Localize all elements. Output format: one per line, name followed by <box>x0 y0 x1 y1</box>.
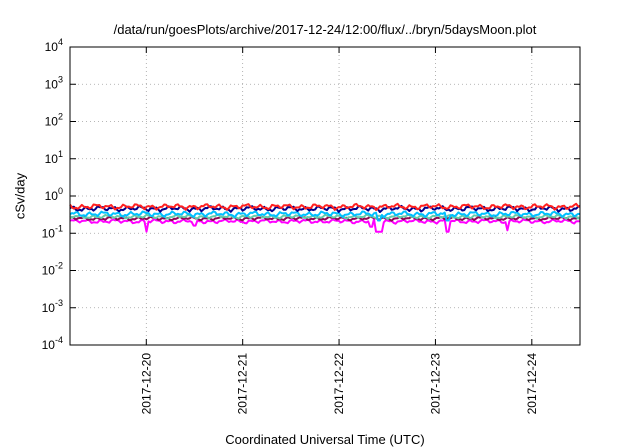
series-line <box>69 215 581 222</box>
series-line <box>69 218 581 233</box>
x-tick-label: 2017-12-21 <box>236 353 250 415</box>
y-tick-label: 101 <box>45 149 63 166</box>
y-tick-label: 104 <box>45 37 63 54</box>
x-tick-label: 2017-12-20 <box>139 353 153 415</box>
y-tick-label: 10-4 <box>42 335 63 352</box>
series-lines <box>69 202 581 233</box>
chart-title: /data/run/goesPlots/archive/2017-12-24/1… <box>113 22 537 37</box>
x-axis-label: Coordinated Universal Time (UTC) <box>225 432 425 447</box>
y-tick-label: 10-3 <box>42 298 63 315</box>
y-tick-label: 10-1 <box>42 223 63 240</box>
y-axis-label: cSv/day <box>12 172 28 220</box>
x-tick-label: 2017-12-24 <box>525 353 539 415</box>
y-tick-label: 10-2 <box>42 261 63 278</box>
y-tick-label: 102 <box>45 112 63 129</box>
x-tick-label: 2017-12-23 <box>428 353 442 415</box>
grid <box>70 47 580 345</box>
x-tick-label: 2017-12-22 <box>332 353 346 415</box>
y-tick-label: 103 <box>45 74 63 91</box>
x-axis: 2017-12-20 2017-12-21 2017-12-22 2017-12-23… <box>139 47 539 414</box>
y-tick-label: 100 <box>45 186 63 203</box>
series-line <box>69 202 581 211</box>
series-line <box>69 213 581 220</box>
series-line <box>69 210 581 222</box>
